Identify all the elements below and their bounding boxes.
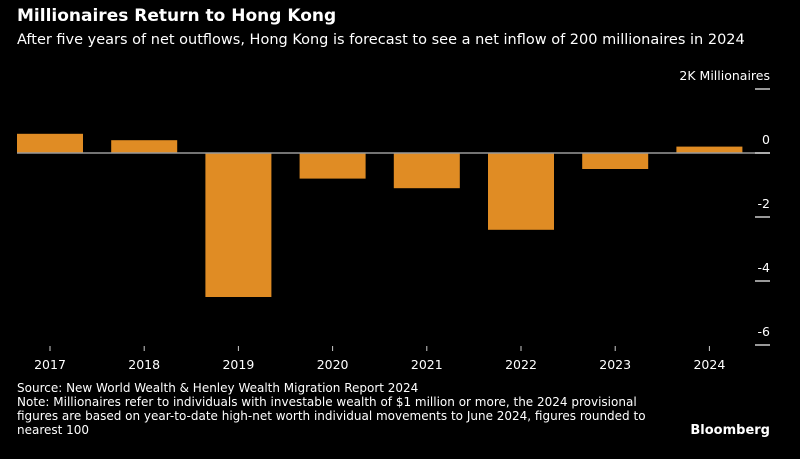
x-tick-label: 2019 <box>222 357 254 372</box>
bar-2023 <box>582 153 649 169</box>
y-tick-label: 0 <box>762 132 770 147</box>
y-tick-label: -6 <box>758 324 771 339</box>
y-tick-label: 2K Millionaires <box>679 68 770 83</box>
y-tick-label: -2 <box>758 196 770 211</box>
bar-2021 <box>393 153 460 189</box>
bar-chart: 2017 2018 2019 2020 2021 2022 2023 2024 2K Milli… <box>17 68 771 372</box>
x-tick-label: 2024 <box>693 357 725 372</box>
note-text: Note: Millionaires refer to individuals … <box>17 395 646 437</box>
bar-2018 <box>111 140 178 153</box>
chart-subtitle: After five years of net outflows, Hong K… <box>17 32 745 48</box>
bloomberg-logo: Bloomberg <box>690 423 770 438</box>
source-text: Source: New World Wealth & Henley Wealth… <box>17 381 419 395</box>
x-tick-label: 2017 <box>34 357 66 372</box>
x-tick-label: 2023 <box>599 357 631 372</box>
bar-2022 <box>488 153 554 230</box>
x-tick-label: 2020 <box>317 357 349 372</box>
source-note: Source: New World Wealth & Henley Wealth… <box>17 381 667 437</box>
bar-2017 <box>17 133 83 153</box>
bar-2019 <box>205 153 272 297</box>
bar-2024 <box>676 146 743 153</box>
chart-title: Millionaires Return to Hong Kong <box>17 6 337 26</box>
y-tick-label: -4 <box>758 260 771 275</box>
bar-2020 <box>299 153 366 179</box>
x-tick-label: 2018 <box>128 357 160 372</box>
x-tick-label: 2021 <box>411 357 443 372</box>
x-tick-label: 2022 <box>505 357 537 372</box>
